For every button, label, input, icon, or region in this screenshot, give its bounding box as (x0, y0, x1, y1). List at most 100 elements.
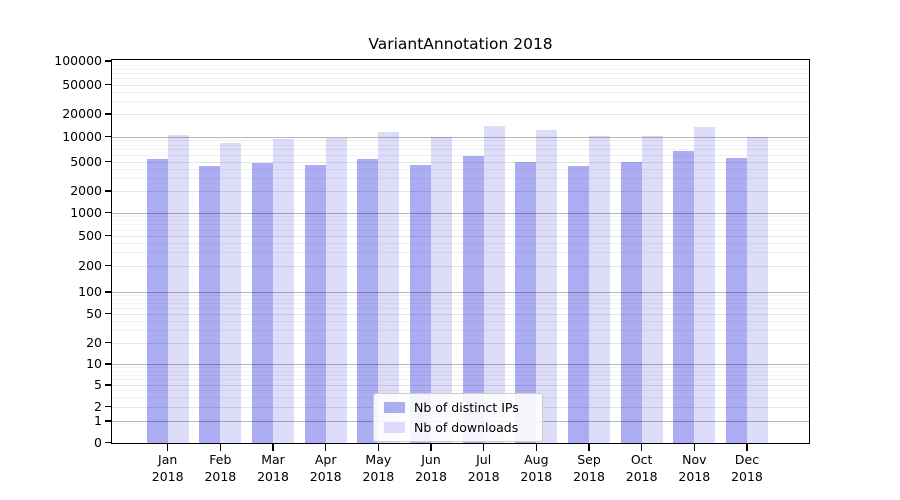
y-tick-label: 1 (94, 413, 102, 428)
gridline-minor (112, 100, 809, 102)
y-tick-label: 0 (94, 434, 102, 450)
y-tick-mark (104, 406, 112, 408)
y-tick-mark (104, 420, 112, 422)
gridline-minor (112, 252, 809, 254)
bar-distinct-ips (515, 162, 537, 444)
bar-downloads (536, 130, 558, 444)
legend-item-distinct-ips: Nb of distinct IPs (384, 400, 532, 415)
bar-downloads (483, 125, 505, 444)
gridline-minor (112, 149, 809, 151)
gridline-minor (112, 367, 809, 369)
y-tick-mark (104, 234, 112, 237)
x-tick-mark (167, 443, 169, 451)
bar-distinct-ips (410, 164, 431, 444)
bar-downloads (220, 143, 242, 444)
bar-downloads (746, 136, 768, 444)
x-tick-mark (535, 443, 537, 451)
legend: Nb of distinct IPs Nb of downloads (373, 393, 543, 442)
x-tick-mark (377, 443, 379, 451)
gridline (112, 235, 809, 237)
gridline (112, 161, 809, 163)
bar-downloads (378, 132, 400, 444)
legend-label-downloads: Nb of downloads (414, 420, 519, 435)
bar-distinct-ips (568, 166, 589, 444)
x-tick-mark (272, 443, 274, 451)
y-tick-mark (104, 212, 112, 214)
bar-distinct-ips (620, 162, 642, 444)
y-tick-label: 100 (78, 284, 102, 299)
y-tick-label: 100000 (54, 53, 102, 68)
gridline-minor (112, 307, 809, 309)
x-tick-label: Nov 2018 (678, 452, 711, 484)
legend-swatch-downloads (384, 422, 405, 433)
gridline (112, 313, 809, 315)
bar-distinct-ips (199, 165, 221, 444)
x-tick-label: May 2018 (362, 452, 395, 484)
gridline-minor (112, 154, 809, 156)
gridline (112, 136, 809, 138)
bar-downloads (589, 136, 610, 444)
bar-distinct-ips (357, 159, 379, 444)
y-tick-mark (104, 113, 112, 115)
x-tick-mark (746, 443, 748, 451)
gridline-minor (112, 229, 809, 231)
y-tick-mark (104, 291, 112, 293)
bar-downloads (273, 139, 295, 444)
y-tick-label: 20000 (62, 106, 102, 121)
bar-downloads (325, 137, 347, 444)
gridline (112, 292, 809, 293)
x-tick-mark (641, 443, 643, 451)
x-tick-label: Jan 2018 (151, 452, 184, 484)
gridline (112, 265, 809, 267)
x-tick-label: Jul 2018 (467, 452, 500, 484)
gridline (112, 212, 809, 214)
y-tick-label: 2000 (70, 183, 102, 198)
y-tick-mark (104, 363, 112, 365)
x-tick-label: Dec 2018 (731, 452, 763, 484)
bar-distinct-ips (725, 158, 747, 444)
y-tick-label: 10000 (62, 128, 102, 144)
y-tick-mark (104, 190, 112, 192)
gridline-minor (112, 220, 809, 222)
legend-item-downloads: Nb of downloads (384, 420, 532, 435)
y-tick-mark (104, 384, 112, 386)
y-tick-label: 10 (86, 356, 102, 371)
gridline-minor (112, 242, 809, 244)
gridline-minor (112, 295, 809, 297)
y-tick-label: 500 (78, 227, 102, 243)
y-tick-label: 50000 (62, 76, 102, 92)
y-tick-label: 2 (94, 398, 102, 414)
chart-title: VariantAnnotation 2018 (368, 35, 553, 53)
y-tick-label: 20 (86, 334, 102, 350)
x-tick-label: Oct 2018 (625, 452, 658, 484)
y-tick-label: 1000 (70, 204, 102, 220)
gridline-minor (112, 329, 809, 331)
gridline (112, 84, 809, 86)
gridline-minor (112, 320, 809, 322)
x-tick-mark (483, 443, 485, 451)
y-tick-mark (104, 264, 112, 267)
y-tick-mark (104, 312, 112, 315)
bar-downloads (641, 136, 663, 444)
bar-distinct-ips (462, 155, 484, 444)
x-tick-label: Mar 2018 (257, 452, 289, 484)
bar-downloads (431, 136, 452, 444)
x-tick-label: Apr 2018 (309, 452, 342, 484)
y-tick-label: 200 (78, 257, 102, 273)
gridline-minor (112, 216, 809, 218)
y-tick-mark (104, 160, 112, 163)
gridline (112, 364, 809, 365)
x-tick-label: Jun 2018 (415, 452, 447, 484)
gridline-minor (112, 390, 809, 392)
legend-label-distinct-ips: Nb of distinct IPs (414, 400, 519, 415)
bar-distinct-ips (252, 163, 274, 444)
y-tick-mark (104, 136, 112, 138)
gridline-minor (112, 78, 809, 80)
x-tick-mark (325, 443, 327, 451)
gridline-minor (112, 177, 809, 179)
y-tick-mark (104, 342, 112, 344)
bar-distinct-ips (304, 164, 326, 444)
y-tick-label: 5000 (70, 153, 102, 169)
x-tick-label: Aug 2018 (520, 452, 553, 484)
gridline-minor (112, 298, 809, 300)
